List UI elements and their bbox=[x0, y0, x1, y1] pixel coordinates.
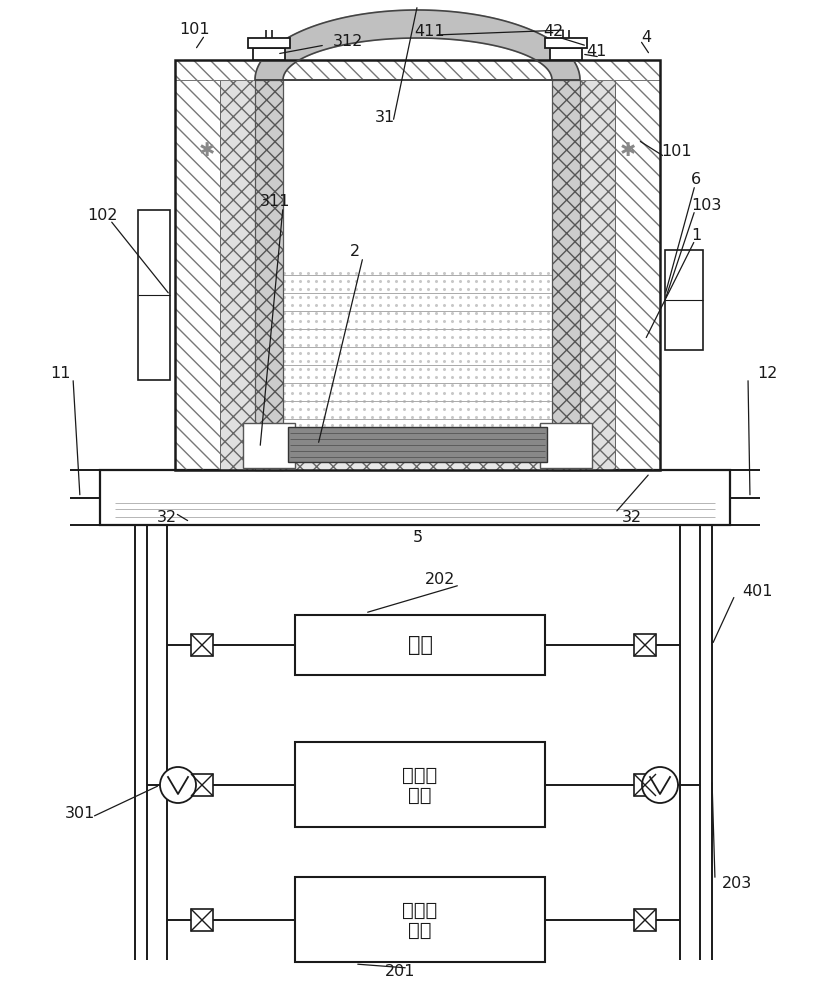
Text: 202: 202 bbox=[425, 572, 455, 587]
Text: 41: 41 bbox=[586, 44, 606, 60]
Bar bbox=[255, 80, 283, 470]
Text: 401: 401 bbox=[742, 584, 773, 599]
Bar bbox=[220, 80, 255, 470]
Bar bbox=[295, 742, 545, 827]
Text: 102: 102 bbox=[87, 208, 117, 223]
Text: 101: 101 bbox=[179, 22, 210, 37]
Text: 301: 301 bbox=[65, 806, 96, 820]
Text: 411: 411 bbox=[415, 23, 445, 38]
Bar bbox=[295, 877, 545, 962]
Bar bbox=[634, 634, 656, 656]
Text: 311: 311 bbox=[260, 194, 290, 210]
Text: 营养液: 营养液 bbox=[402, 900, 437, 920]
Bar bbox=[253, 48, 285, 60]
Text: 11: 11 bbox=[49, 365, 70, 380]
Text: 32: 32 bbox=[622, 510, 642, 524]
Polygon shape bbox=[255, 10, 580, 80]
Text: 6: 6 bbox=[691, 172, 701, 188]
Bar bbox=[552, 80, 580, 470]
Text: 32: 32 bbox=[157, 510, 177, 524]
Text: 31: 31 bbox=[375, 110, 396, 125]
Bar bbox=[102, 472, 728, 523]
Text: 5: 5 bbox=[413, 530, 423, 546]
Bar bbox=[288, 427, 547, 462]
Bar bbox=[175, 80, 220, 470]
Text: 312: 312 bbox=[333, 34, 364, 49]
Bar bbox=[295, 615, 545, 675]
Bar bbox=[191, 909, 213, 931]
Text: 1: 1 bbox=[691, 228, 701, 242]
Text: 储槽: 储槽 bbox=[408, 920, 432, 940]
Text: 杀菌液: 杀菌液 bbox=[402, 766, 437, 784]
Bar bbox=[540, 423, 592, 468]
Bar bbox=[580, 80, 615, 470]
Bar bbox=[191, 774, 213, 796]
Text: 4: 4 bbox=[641, 29, 651, 44]
Bar bbox=[243, 423, 295, 468]
Text: 103: 103 bbox=[691, 198, 722, 213]
Bar bbox=[615, 80, 660, 470]
Bar bbox=[665, 250, 703, 350]
Bar bbox=[138, 210, 170, 380]
Text: ✱: ✱ bbox=[620, 140, 636, 159]
Bar bbox=[100, 470, 730, 525]
Bar bbox=[545, 38, 587, 48]
Text: 201: 201 bbox=[385, 964, 416, 980]
Bar bbox=[634, 909, 656, 931]
Text: 42: 42 bbox=[543, 24, 563, 39]
Bar bbox=[175, 60, 660, 80]
Circle shape bbox=[642, 767, 678, 803]
Circle shape bbox=[160, 767, 196, 803]
Bar bbox=[248, 38, 290, 48]
Bar bbox=[550, 48, 582, 60]
Text: 水槽: 水槽 bbox=[407, 635, 432, 655]
Text: 101: 101 bbox=[661, 144, 691, 159]
Text: 2: 2 bbox=[350, 244, 360, 259]
Text: 12: 12 bbox=[757, 365, 778, 380]
Text: ✱: ✱ bbox=[199, 140, 215, 159]
Text: 203: 203 bbox=[722, 876, 753, 892]
Bar bbox=[175, 60, 660, 470]
Bar bbox=[634, 774, 656, 796]
Bar bbox=[191, 634, 213, 656]
Text: 储槽: 储槽 bbox=[408, 786, 432, 804]
Bar bbox=[255, 440, 580, 470]
